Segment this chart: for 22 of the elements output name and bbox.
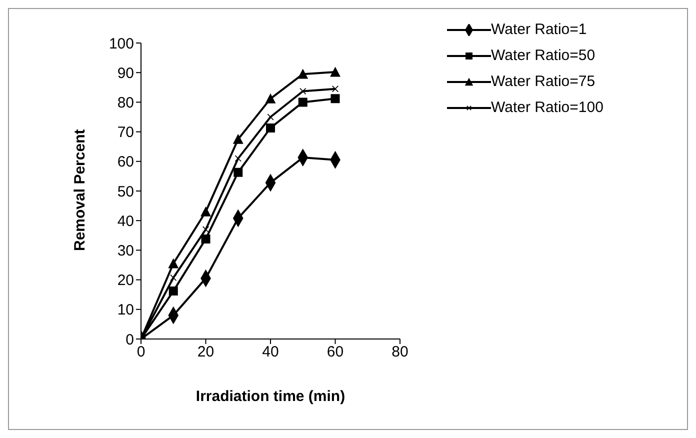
- y-tick-label: 90: [117, 64, 134, 82]
- y-tick-label: 20: [117, 272, 134, 290]
- y-tick-label: 70: [117, 124, 134, 142]
- y-tick-label: 50: [117, 183, 134, 200]
- x-tick-label: 40: [262, 344, 279, 361]
- legend-label: Water Ratio=100: [491, 98, 604, 118]
- y-tick-label: 40: [117, 212, 134, 230]
- y-tick-label: 10: [117, 302, 134, 319]
- y-tick-label: 30: [117, 242, 134, 260]
- legend-label: Water Ratio=50: [491, 46, 596, 66]
- y-tick-label: 100: [108, 35, 134, 52]
- legend-label: Water Ratio=1: [491, 20, 587, 40]
- y-tick-label: 0: [126, 331, 134, 348]
- x-tick-label: 20: [197, 344, 214, 361]
- x-tick-label: 80: [392, 344, 408, 361]
- y-tick-label: 60: [117, 154, 134, 171]
- x-tick-label: 0: [136, 344, 146, 361]
- y-tick-label: 80: [117, 94, 134, 112]
- legend-label: Water Ratio=75: [491, 72, 596, 92]
- y-axis-title: Removal Percent: [71, 129, 88, 251]
- x-axis-title: Irradiation time (min): [196, 388, 346, 405]
- x-tick-label: 60: [326, 344, 344, 361]
